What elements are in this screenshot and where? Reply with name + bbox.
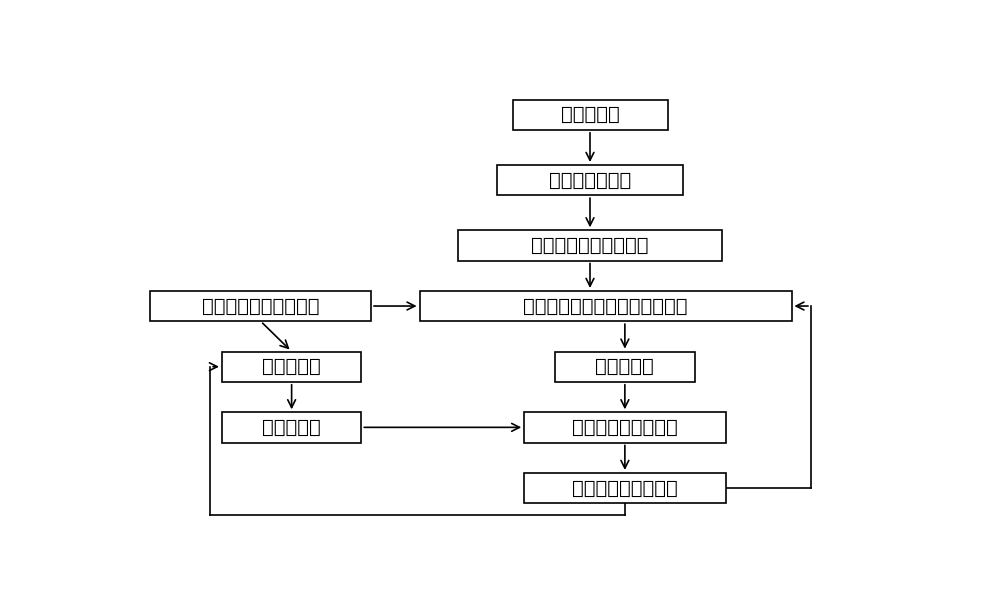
Text: 沿给定方向进行障碍物栅格搜索: 沿给定方向进行障碍物栅格搜索 [523,296,688,316]
Bar [555,351,695,382]
Bar [222,351,361,382]
Bar [222,412,361,442]
Bar [512,99,668,130]
Text: 排斥加速度: 排斥加速度 [596,357,654,376]
Text: 对栅格进行二值化处理: 对栅格进行二值化处理 [531,236,649,255]
Text: 建立坐标系: 建立坐标系 [561,105,619,124]
Bar [497,165,683,195]
Bar [524,473,726,503]
Bar [524,412,726,442]
Bar [420,291,792,321]
Text: 栅格法构建地图: 栅格法构建地图 [549,170,631,190]
Text: 机器人当前位置和方向: 机器人当前位置和方向 [202,296,319,316]
Text: 合成实时速度势函数: 合成实时速度势函数 [572,418,678,437]
Text: 下一时刻位置和方向: 下一时刻位置和方向 [572,479,678,498]
Text: 搜索目标点: 搜索目标点 [262,357,321,376]
Bar [458,230,722,261]
Text: 吸引加速度: 吸引加速度 [262,418,321,437]
Bar [150,291,371,321]
